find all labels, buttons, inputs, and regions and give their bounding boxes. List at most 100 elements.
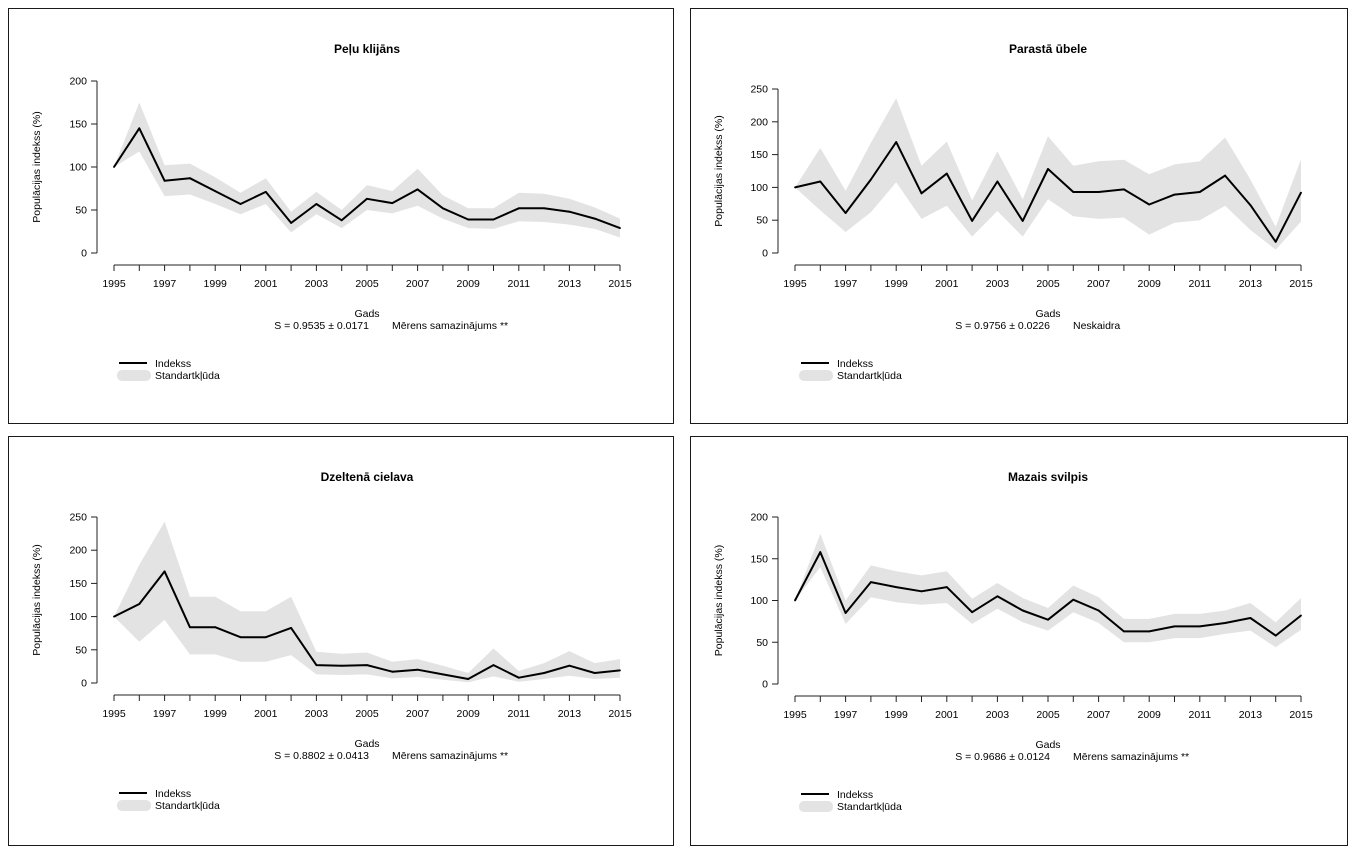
x-tick-label: 2009 xyxy=(457,278,481,290)
index-point xyxy=(340,219,343,222)
x-tick-label: 1999 xyxy=(885,709,909,721)
index-point xyxy=(945,586,948,588)
index-point xyxy=(1249,204,1252,207)
y-tick-label: 200 xyxy=(69,76,87,88)
x-tick-label: 2011 xyxy=(508,708,531,720)
index-point xyxy=(1097,191,1100,193)
x-tick-label: 2009 xyxy=(457,708,481,720)
x-tick-label: 1997 xyxy=(153,278,177,290)
x-tick-label: 2011 xyxy=(1189,709,1212,721)
index-point xyxy=(543,672,545,674)
x-axis-label: Gads xyxy=(1035,739,1060,751)
x-tick-label: 1999 xyxy=(885,278,909,290)
index-point xyxy=(870,178,872,181)
index-point xyxy=(844,612,847,614)
index-point xyxy=(1173,193,1176,196)
index-point xyxy=(1198,625,1201,628)
index-point xyxy=(315,664,318,666)
x-tick-label: 2013 xyxy=(558,278,582,290)
index-point xyxy=(239,636,242,639)
index-point xyxy=(113,166,115,168)
index-point xyxy=(1072,598,1075,601)
x-tick-label: 2015 xyxy=(608,278,632,290)
legend-index-label: Indekss xyxy=(155,358,191,370)
x-tick-label: 2003 xyxy=(305,708,329,720)
y-tick-label: 250 xyxy=(750,84,768,96)
legend-index-label: Indekss xyxy=(155,788,191,800)
chart-svg: Mazais svilpis 0 50 100 150 200 1995 1997 1999 20… xyxy=(713,470,1313,813)
x-tick-label: 1997 xyxy=(834,709,858,721)
y-tick-label: 0 xyxy=(81,678,87,690)
index-point xyxy=(138,127,141,130)
index-point xyxy=(844,212,847,214)
index-point xyxy=(895,586,898,588)
y-tick-label: 50 xyxy=(756,637,768,649)
index-point xyxy=(568,210,571,213)
index-point xyxy=(1274,634,1277,637)
index-point xyxy=(517,207,520,210)
index-point xyxy=(163,570,166,573)
index-point xyxy=(593,672,596,674)
index-point xyxy=(619,227,621,230)
slope-statistic: S = 0.9535 ± 0.0171 xyxy=(274,320,369,332)
chart-title: Mazais svilpis xyxy=(1008,470,1088,484)
x-tick-label: 2015 xyxy=(1289,709,1313,721)
index-point xyxy=(391,202,394,205)
x-tick-label: 2003 xyxy=(986,278,1010,290)
index-point xyxy=(467,218,470,221)
x-tick-label: 2003 xyxy=(305,278,329,290)
index-point xyxy=(819,180,822,183)
y-axis-label: Populācijas indekss (%) xyxy=(713,115,725,226)
index-point xyxy=(1072,191,1075,193)
x-tick-label: 2013 xyxy=(558,708,582,720)
y-tick-label: 100 xyxy=(69,162,87,174)
index-point xyxy=(264,636,267,639)
index-point xyxy=(1224,174,1226,177)
x-tick-label: 1995 xyxy=(102,708,126,720)
index-point xyxy=(920,192,923,195)
y-tick-label: 250 xyxy=(69,512,87,524)
index-point xyxy=(1021,220,1024,222)
slope-statistic: S = 0.9756 ± 0.0226 xyxy=(955,320,1050,332)
legend-index-label: Indekss xyxy=(837,789,873,801)
trend-assessment: Mērens samazinājums ** xyxy=(392,320,508,332)
chart-title: Dzeltenā cielava xyxy=(321,470,414,484)
index-point xyxy=(1047,168,1049,170)
trend-assessment: Mērens samazinājums ** xyxy=(1073,751,1189,763)
trend-assessment: Neskaidra xyxy=(1073,320,1120,332)
x-tick-label: 1997 xyxy=(153,708,177,720)
x-tick-label: 2005 xyxy=(355,278,379,290)
index-point xyxy=(467,678,470,680)
index-point xyxy=(1148,630,1151,633)
index-point xyxy=(366,197,368,200)
legend-band-swatch xyxy=(799,801,833,812)
index-point xyxy=(442,673,444,676)
chart-title: Peļu klijāns xyxy=(334,42,400,56)
y-tick-label: 200 xyxy=(750,512,768,524)
legend-band-swatch xyxy=(799,370,833,381)
x-tick-label: 2011 xyxy=(508,278,531,290)
standard-error-band xyxy=(795,533,1301,648)
index-point xyxy=(214,626,217,629)
index-point xyxy=(1123,188,1125,191)
y-tick-label: 0 xyxy=(762,248,768,260)
index-point xyxy=(593,217,596,220)
slope-statistic: S = 0.9686 ± 0.0124 xyxy=(955,751,1050,763)
index-point xyxy=(517,676,520,679)
index-point xyxy=(442,207,444,210)
index-point xyxy=(163,179,166,182)
chart-title: Parastā ūbele xyxy=(1009,42,1087,56)
index-point xyxy=(1300,614,1302,617)
legend-index-label: Indekss xyxy=(837,358,873,370)
index-point xyxy=(1274,240,1277,243)
index-point xyxy=(1047,618,1049,621)
y-tick-label: 100 xyxy=(69,611,87,623)
index-point xyxy=(189,626,191,629)
y-tick-label: 100 xyxy=(750,595,768,607)
x-tick-label: 2001 xyxy=(254,708,278,720)
y-tick-label: 200 xyxy=(69,545,87,557)
index-point xyxy=(1249,617,1252,619)
y-tick-label: 150 xyxy=(69,119,87,131)
y-tick-label: 200 xyxy=(750,116,768,128)
index-point xyxy=(264,191,267,193)
